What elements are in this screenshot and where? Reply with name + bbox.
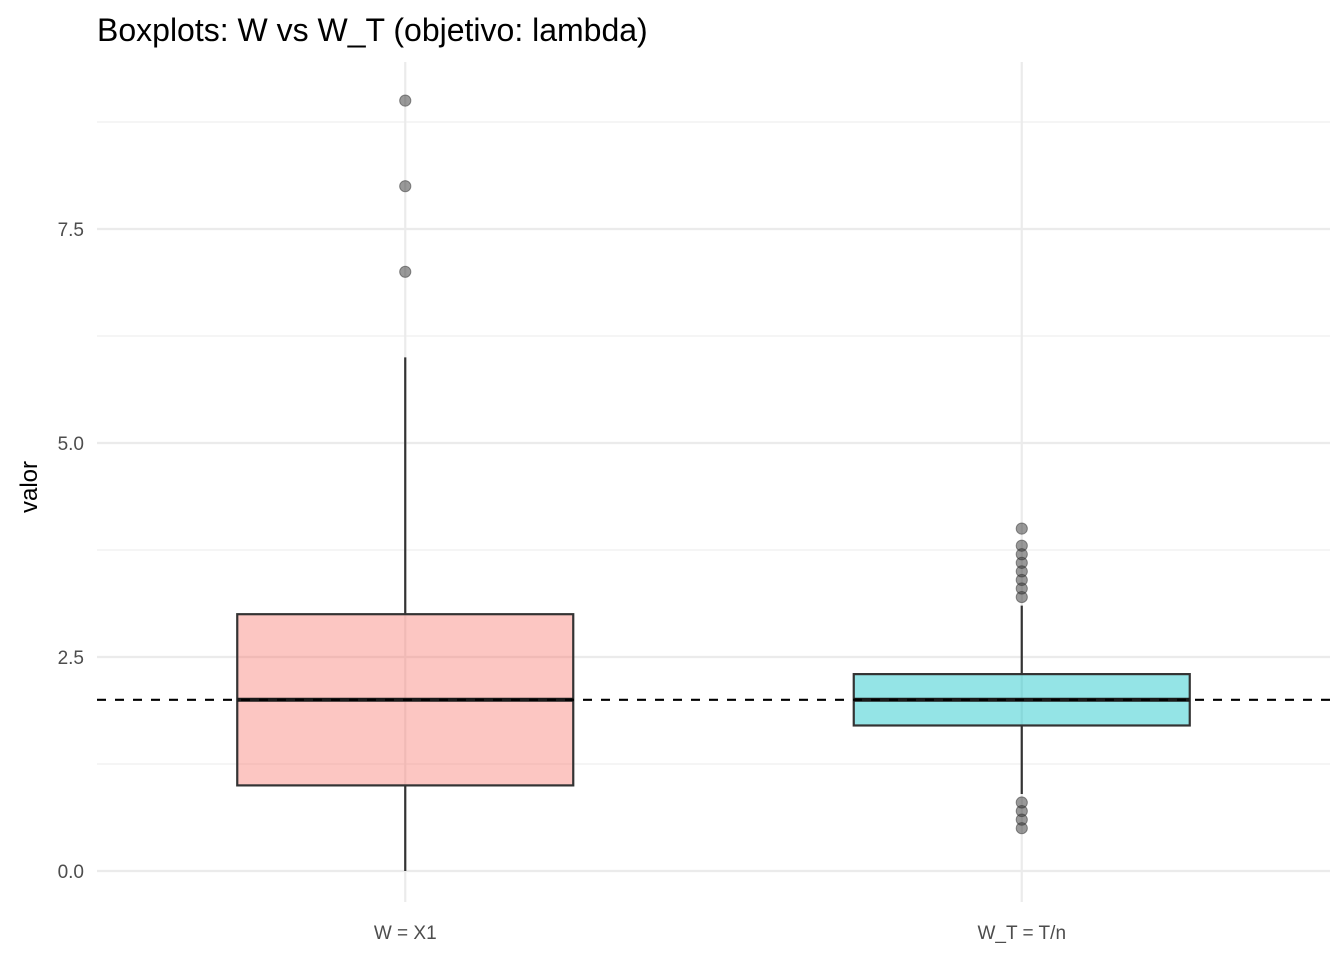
y-axis-tick-labels: 0.0 2.5 5.0 7.5	[58, 220, 84, 883]
outlier-point	[399, 94, 412, 107]
y-tick-label: 0.0	[58, 862, 84, 883]
y-tick-label: 7.5	[58, 220, 84, 241]
minor-gridlines	[97, 121, 1330, 765]
y-axis-label: valor	[16, 460, 43, 514]
y-tick-label: 5.0	[58, 434, 84, 455]
outlier-point	[1015, 522, 1028, 535]
x-tick-label: W = X1	[374, 923, 437, 944]
box-group	[852, 522, 1191, 835]
outlier-point	[399, 265, 412, 278]
outlier-point	[1015, 796, 1028, 809]
x-axis-tick-labels: W = X1 W_T = T/n	[374, 923, 1066, 944]
outlier-point	[399, 180, 412, 193]
outlier-point	[1015, 539, 1028, 552]
chart-title: Boxplots: W vs W_T (objetivo: lambda)	[97, 12, 648, 48]
y-tick-label: 2.5	[58, 648, 84, 669]
boxplot-series	[236, 94, 1191, 871]
x-tick-label: W_T = T/n	[977, 923, 1066, 944]
